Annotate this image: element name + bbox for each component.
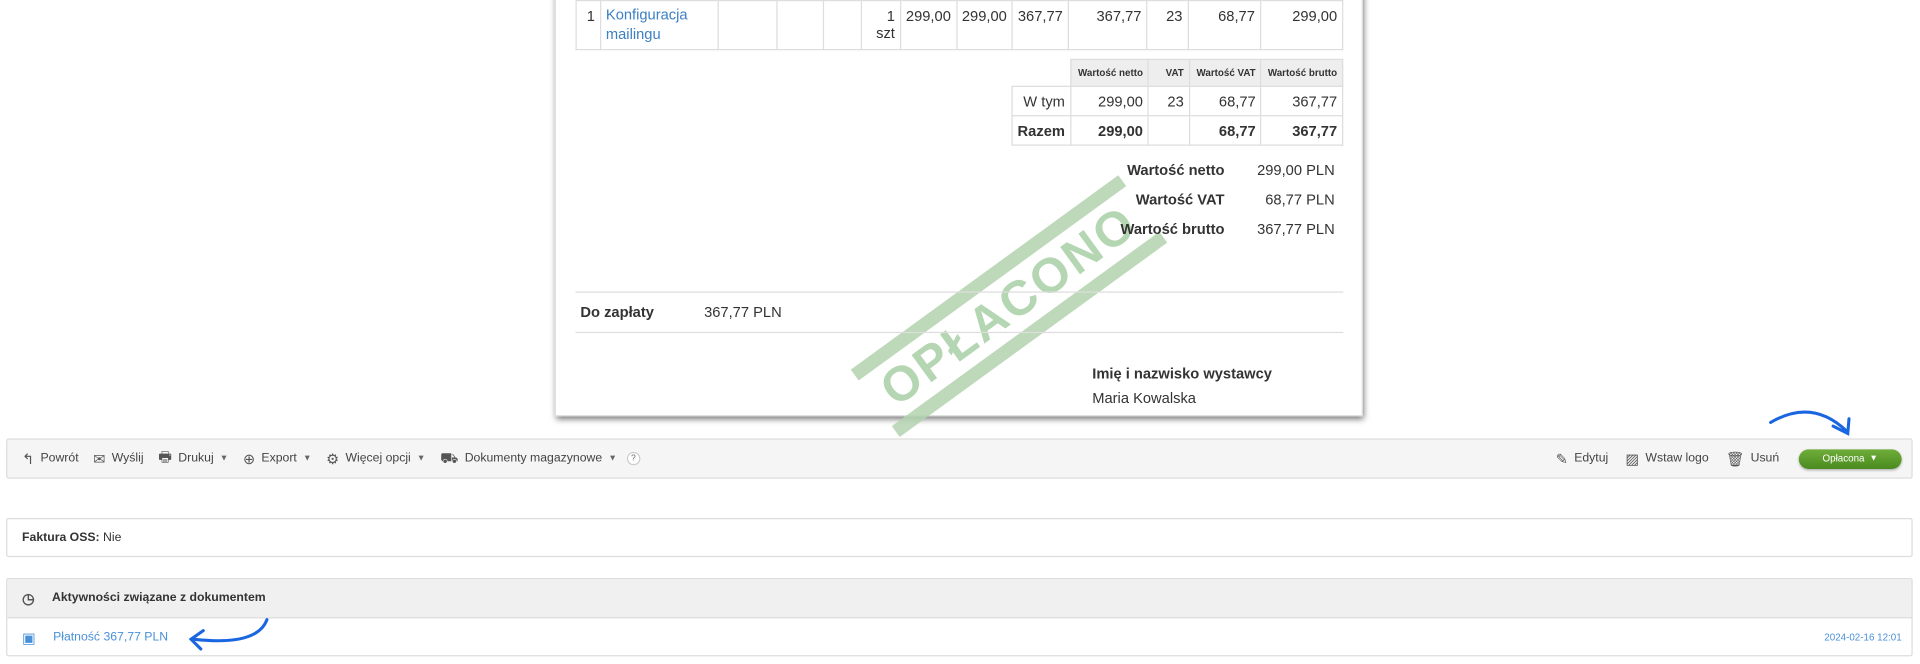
panel-title: Aktywności związane z dokumentem bbox=[52, 591, 266, 605]
cell bbox=[717, 0, 778, 51]
help-icon[interactable]: ? bbox=[626, 451, 641, 466]
col-header: Wartość brutto bbox=[1260, 58, 1344, 87]
reply-icon: ↰ bbox=[22, 450, 35, 468]
col-header: VAT bbox=[1147, 58, 1190, 87]
printer-icon: 🖶 bbox=[158, 448, 173, 466]
qty: 1 szt bbox=[861, 0, 902, 51]
export-dropdown[interactable]: ⊕ Export ▼ bbox=[242, 450, 312, 468]
envelope-icon: ✉ bbox=[93, 450, 106, 468]
payment-link[interactable]: Płatność 367,77 PLN bbox=[53, 630, 169, 645]
delete-button[interactable]: 🗑 Usuń bbox=[1725, 450, 1780, 468]
issuer-label: Imię i nazwisko wystawcy bbox=[1092, 364, 1272, 383]
gross-value: 367,77 bbox=[1067, 0, 1148, 51]
net-price: 299,00 bbox=[899, 0, 957, 51]
net-total: 299,00 bbox=[1259, 0, 1344, 51]
caret-down-icon: ▼ bbox=[416, 454, 426, 463]
arrow-to-status bbox=[1769, 410, 1849, 433]
money-icon: ▣ bbox=[22, 628, 36, 646]
totals: Wartość netto 299,00 PLN Wartość VAT 68,77… bbox=[1120, 161, 1335, 238]
edit-icon: ✎ bbox=[1555, 450, 1569, 468]
arrow-to-payment bbox=[191, 618, 269, 643]
to-pay-label: Do zapłaty bbox=[580, 303, 654, 321]
print-dropdown[interactable]: 🖶 Drukuj ▼ bbox=[158, 446, 228, 472]
gross-price: 367,77 bbox=[1011, 0, 1069, 51]
vat-summary-table: Wartość netto VAT Wartość VAT Wartość br… bbox=[1011, 58, 1344, 146]
caret-down-icon: ▼ bbox=[1869, 454, 1878, 463]
cell bbox=[822, 0, 863, 51]
clock-icon: ◷ bbox=[22, 589, 35, 607]
activities-panel: ◷ Aktywności związane z dokumentem ▣ Płat… bbox=[6, 577, 1913, 657]
item-name-link[interactable]: Konfiguracja mailingu bbox=[599, 0, 719, 51]
table-row: Razem 299,00 68,77 367,77 bbox=[1011, 115, 1344, 146]
table-row: W tym 299,00 23 68,77 367,77 bbox=[1011, 85, 1344, 117]
cell bbox=[776, 0, 825, 51]
warehouse-docs-dropdown[interactable]: ⛟ Dokumenty magazynowe ▼ bbox=[440, 449, 617, 469]
oss-info: Faktura OSS: Nie bbox=[6, 517, 1913, 558]
timestamp: 2024-02-16 12:01 bbox=[1824, 631, 1902, 643]
caret-down-icon: ▼ bbox=[219, 454, 229, 463]
trash-icon: 🗑 bbox=[1725, 450, 1745, 468]
items-table: 1 Konfiguracja mailingu 1 szt 299,00 299… bbox=[575, 0, 1344, 51]
arrow-head bbox=[1831, 417, 1851, 436]
list-item: ▣ Płatność 367,77 PLN 2024-02-16 12:01 bbox=[7, 618, 1911, 656]
divider bbox=[575, 291, 1344, 293]
issuer-name: Maria Kowalska bbox=[1092, 389, 1196, 407]
caret-down-icon: ▼ bbox=[302, 454, 312, 463]
gear-icon: ⚙ bbox=[326, 450, 340, 468]
truck-icon: ⛟ bbox=[440, 448, 459, 466]
more-options-dropdown[interactable]: ⚙ Więcej opcji ▼ bbox=[326, 450, 426, 468]
caret-down-icon: ▼ bbox=[608, 454, 617, 463]
edit-button[interactable]: ✎ Edytuj bbox=[1555, 450, 1609, 468]
image-icon: ▨ bbox=[1625, 450, 1640, 468]
status-dropdown[interactable]: Opłacona ▼ bbox=[1798, 448, 1902, 469]
arrow-head bbox=[188, 629, 205, 651]
document-toolbar: ↰ Powrót ✉ Wyślij 🖶 Drukuj ▼ ⊕ Export ▼ ⚙ Więce… bbox=[6, 438, 1913, 479]
back-button[interactable]: ↰ Powrót bbox=[22, 450, 79, 468]
invoice-preview: 1 Konfiguracja mailingu 1 szt 299,00 299… bbox=[554, 0, 1363, 437]
send-button[interactable]: ✉ Wyślij bbox=[93, 450, 144, 468]
insert-logo-button[interactable]: ▨ Wstaw logo bbox=[1625, 450, 1709, 468]
table-row: 1 Konfiguracja mailingu 1 szt 299,00 299… bbox=[575, 0, 1344, 51]
divider bbox=[575, 331, 1344, 334]
to-pay-value: 367,77 PLN bbox=[704, 303, 782, 321]
net-value: 299,00 bbox=[955, 0, 1013, 51]
download-circle-icon: ⊕ bbox=[242, 450, 256, 468]
vat-value: 68,77 bbox=[1187, 0, 1262, 51]
